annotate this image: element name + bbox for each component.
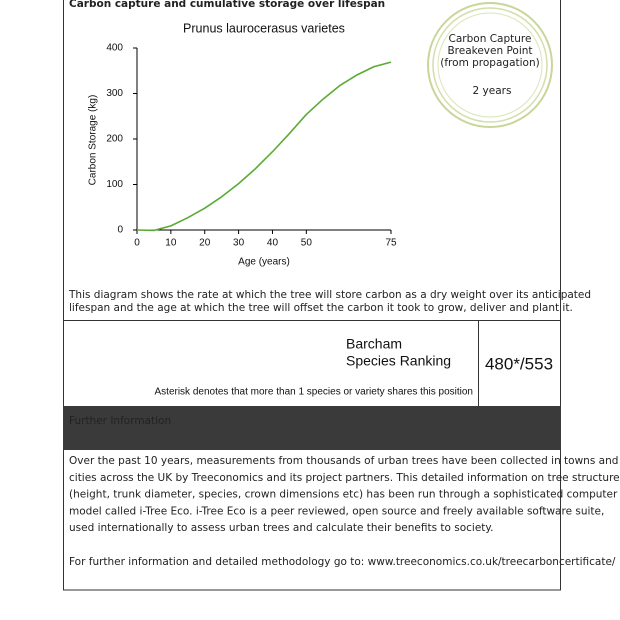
paragraph-line: model called i-Tree Eco. i-Tree Eco is a… [69,505,604,517]
y-tick-label: 100 [106,179,123,190]
badge-value: 2 years [473,85,512,97]
badge-title: Breakeven Point [447,45,532,57]
x-tick-label: 40 [267,238,279,249]
x-tick-label: 50 [301,238,313,249]
caption: lifespan and the age at which the tree w… [69,302,573,314]
y-tick-label: 300 [106,88,123,99]
section-header [63,406,561,450]
paragraph: Over the past 10 years, measurements fro… [69,455,620,534]
x-axis-label: Age (years) [238,257,290,268]
badge-title: (from propagation) [440,57,539,69]
paragraph-line: used internationally to assess urban tre… [69,522,493,534]
paragraph-line: cities across the UK by Treeconomics and… [69,472,620,484]
ring [432,7,548,123]
x-tick-label: 75 [385,238,397,249]
ranking-note: Asterisk denotes that more than 1 specie… [155,387,474,398]
x-tick-label: 10 [165,238,177,249]
ranking-value: 480*/553 [485,354,553,373]
paragraph-line: (height, trunk diameter, species, crown … [69,489,618,501]
y-tick-label: 400 [106,43,123,54]
link-line: For further information and detailed met… [69,556,616,568]
series-line [136,61,392,232]
y-tick-label: 200 [106,134,123,145]
frame [63,0,561,591]
badge: Carbon Capture Breakeven Point (from pro… [427,2,553,128]
chart-title: Prunus laurocerasus varietes [183,21,345,35]
section-heading: Further Information [69,415,171,427]
caption: This diagram shows the rate at which the… [68,289,591,301]
badge-title: Carbon Capture [449,33,532,45]
x-tick-label: 20 [199,238,211,249]
ranking-label: Barcham [346,336,402,352]
ranking-label: Species Ranking [346,353,451,369]
ring [427,2,553,128]
ring [437,12,543,118]
y-axis-label: Carbon Storage (kg) [88,95,99,186]
chart: Prunus laurocerasus varietes Age (years)… [88,21,397,267]
x-tick-label: 0 [134,238,140,249]
section-title: Carbon capture and cumulative storage ov… [69,0,385,10]
paragraph-line: Over the past 10 years, measurements fro… [69,455,618,467]
x-tick-label: 30 [233,238,245,249]
y-tick-label: 0 [117,225,123,236]
